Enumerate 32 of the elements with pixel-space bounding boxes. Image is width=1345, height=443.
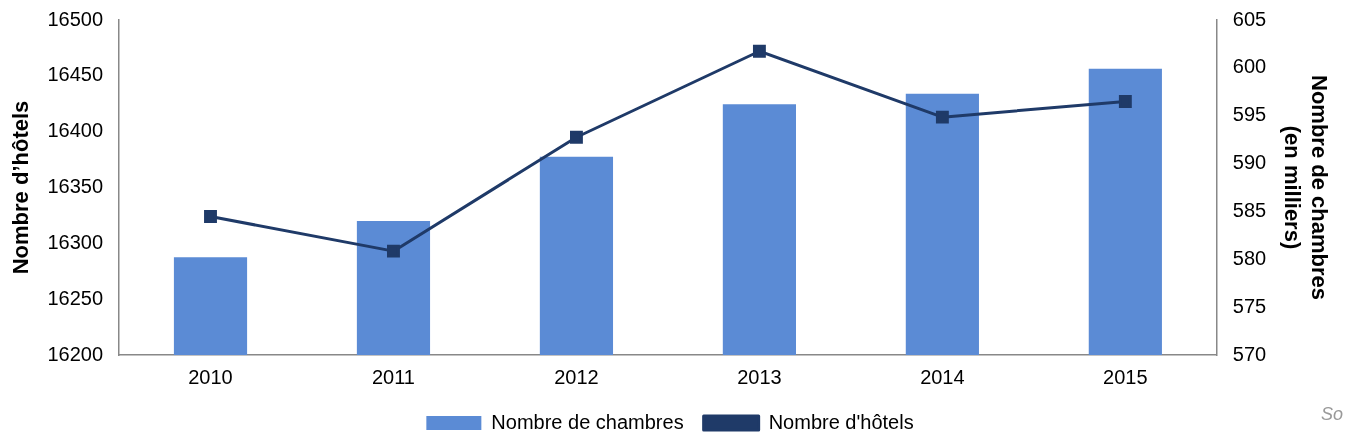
x-tick-label: 2015 <box>1103 365 1148 388</box>
y2-tick-label: 580 <box>1232 246 1267 269</box>
y-tick-label: 16300 <box>47 230 104 253</box>
y-tick-label: 16400 <box>47 119 104 142</box>
point <box>387 244 400 258</box>
y2-axis-title: Nombre de chambres (en milliers) <box>1280 75 1332 300</box>
y-tick-label: 16500 <box>47 7 104 30</box>
x-tick-label: 2010 <box>188 365 233 388</box>
y2-tick-label: 590 <box>1232 151 1267 174</box>
y2-tick-label: 595 <box>1232 103 1267 126</box>
legend-label: Nombre de chambres <box>491 410 684 433</box>
x-tick-label: 2012 <box>554 365 599 388</box>
point <box>569 130 583 144</box>
y-tick-label: 16200 <box>47 342 104 365</box>
y2-tick-label: 570 <box>1232 342 1267 365</box>
x-tick-label: 2011 <box>371 365 415 388</box>
text: So <box>1320 404 1343 424</box>
x-tick-label: 2014 <box>920 365 965 388</box>
point <box>1118 95 1132 108</box>
y-tick-label: 16450 <box>47 63 104 86</box>
y2-tick-label: 585 <box>1232 198 1267 221</box>
y2-tick-label: 575 <box>1232 294 1267 317</box>
point <box>935 110 949 124</box>
x-tick-label: 2013 <box>737 365 782 388</box>
y-tick-label: 16350 <box>47 175 104 198</box>
y-axis-title: Nombre d’hôtels <box>8 100 34 275</box>
point <box>204 210 217 223</box>
legend-label: Nombre d'hôtels <box>768 410 914 433</box>
point <box>752 44 766 58</box>
y2-tick-label: 600 <box>1232 55 1267 78</box>
y2-tick-label: 605 <box>1232 7 1267 30</box>
y-tick-label: 16250 <box>47 286 104 309</box>
